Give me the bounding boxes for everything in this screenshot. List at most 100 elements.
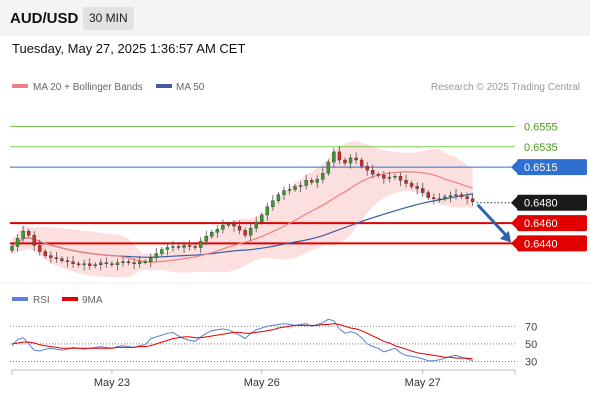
candle <box>132 258 136 270</box>
candle <box>304 174 308 190</box>
candle-body-up <box>304 180 308 186</box>
candle <box>15 234 20 253</box>
candle <box>432 193 436 205</box>
candle <box>354 152 358 165</box>
candle-body-up <box>348 157 353 164</box>
candle <box>126 259 131 266</box>
rsi-grid: 70 50 30 <box>10 321 537 369</box>
support-level-label: 0.6460 <box>524 218 558 230</box>
candles <box>10 146 475 271</box>
rsi-tick-label: 50 <box>525 339 537 351</box>
candle-body-up <box>393 176 397 178</box>
candle-body-up <box>165 247 170 250</box>
ma20-legend-label: MA 20 + Bollinger Bands <box>33 82 143 93</box>
candle-body-up <box>10 246 14 251</box>
candle-body-up <box>221 224 225 230</box>
candle <box>182 241 186 254</box>
candle-body-up <box>437 198 442 200</box>
timeframe-badge[interactable]: 30 MIN <box>83 7 134 30</box>
candle-body-down <box>432 197 436 199</box>
resistance-level-label: 0.6535 <box>524 142 558 154</box>
candle <box>398 172 403 186</box>
candle <box>382 171 386 184</box>
rsi-tick-label: 70 <box>525 321 537 333</box>
candle-body-down <box>187 245 192 247</box>
candle-body-up <box>260 214 264 223</box>
support-level-pointer <box>511 217 517 230</box>
candle-body-up <box>282 190 286 195</box>
candle <box>49 251 53 264</box>
rsi-legend-label: RSI <box>33 295 50 306</box>
candle-body-up <box>298 185 303 187</box>
candle <box>321 167 325 184</box>
candle <box>326 159 331 176</box>
candle <box>143 259 147 265</box>
candle <box>32 231 36 252</box>
candle-body-up <box>171 246 175 248</box>
candle <box>10 243 14 254</box>
candle <box>387 171 392 183</box>
candle <box>271 195 275 211</box>
candle <box>193 243 197 251</box>
candle <box>65 256 70 268</box>
candle-body-down <box>421 188 425 193</box>
pivot-level-pointer <box>511 161 517 174</box>
candle <box>154 247 159 262</box>
forecast-arrow <box>476 203 511 243</box>
candle-body-up <box>210 232 214 237</box>
candle <box>38 239 42 256</box>
candle-body-up <box>454 194 458 196</box>
rsi-lines <box>11 318 473 362</box>
candle <box>93 262 97 269</box>
candle-body-down <box>104 262 109 264</box>
candle <box>221 219 225 234</box>
candle <box>43 249 47 259</box>
candle-body-down <box>365 165 369 171</box>
rsi-legend-swatch <box>12 297 28 301</box>
candle <box>137 256 142 268</box>
candle-body-up <box>121 261 125 263</box>
x-tick-label: May 23 <box>94 377 130 389</box>
candle <box>265 202 269 221</box>
candle-body-down <box>459 194 464 197</box>
candle-body-up <box>448 195 453 197</box>
candle-body-down <box>376 174 380 176</box>
candle-body-down <box>26 231 31 236</box>
candle <box>343 157 347 166</box>
candle-body-up <box>265 206 269 216</box>
candle <box>187 239 192 251</box>
candle-body-up <box>248 227 253 236</box>
candle-body-down <box>382 175 386 179</box>
candle-body-down <box>49 255 53 258</box>
candle <box>371 164 375 179</box>
candle <box>237 220 242 235</box>
candle-body-up <box>154 253 159 258</box>
candle <box>315 175 319 188</box>
candle <box>376 171 380 178</box>
candle-body-up <box>15 238 20 247</box>
candle-body-up <box>387 177 392 179</box>
candle <box>121 256 125 267</box>
candle-body-down <box>371 169 375 175</box>
candle <box>365 162 369 176</box>
candle <box>470 193 475 206</box>
candle <box>60 256 64 264</box>
candle <box>298 181 303 193</box>
candle <box>332 147 336 168</box>
candle-body-down <box>237 225 242 231</box>
candle <box>459 192 464 200</box>
candle-body-down <box>38 245 42 252</box>
candle <box>454 189 458 200</box>
candle <box>393 173 397 180</box>
candle-body-down <box>470 198 475 202</box>
candle-body-down <box>404 180 408 184</box>
pivot-level-label: 0.6515 <box>524 162 558 174</box>
candle <box>421 182 425 197</box>
candle <box>437 193 442 203</box>
candle-body-up <box>204 236 208 242</box>
support-level-pointer <box>511 237 517 250</box>
candle-body-down <box>126 261 131 263</box>
candle <box>87 258 92 270</box>
main-legend: MA 20 + Bollinger Bands MA 50 Research ©… <box>12 82 580 93</box>
